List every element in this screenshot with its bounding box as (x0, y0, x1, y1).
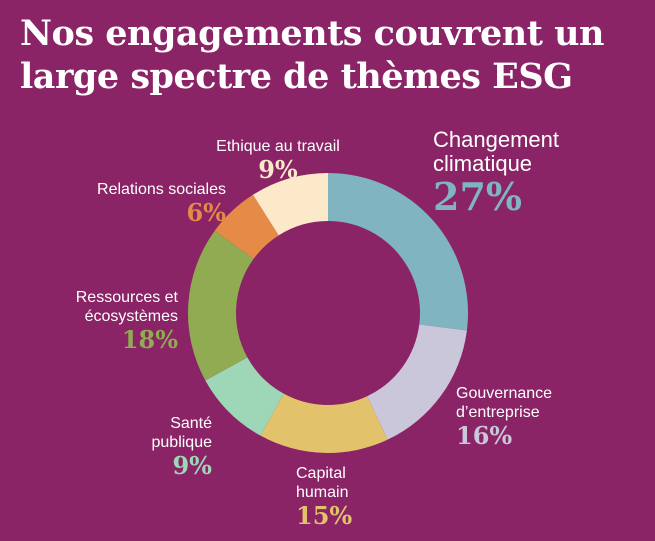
label-sante-line2: publique (151, 434, 213, 451)
label-ethique-line1: Ethique au travail (216, 138, 340, 155)
chart-title: Nos engagements couvrent un large spectr… (20, 12, 640, 98)
label-gouvernance: Gouvernance d’entreprise 16% (456, 384, 636, 450)
label-climat-line1: Changement (433, 127, 559, 152)
pct-climat: 27% (433, 174, 522, 219)
label-relations-sociales: Relations sociales 6% (70, 180, 226, 227)
slice-ethique-au-travail (252, 173, 328, 236)
label-relations-line1: Relations sociales (97, 181, 226, 198)
title-line-2: large spectre de thèmes ESG (20, 56, 573, 97)
label-ethique: Ethique au travail 9% (158, 137, 398, 184)
label-sante-publique: Santé publique 9% (100, 414, 213, 480)
label-climat-line2: climatique (433, 151, 533, 176)
slice-sante-publique (205, 357, 284, 436)
slice-capital-humain (260, 393, 388, 454)
label-capital-line2: humain (296, 484, 349, 501)
slice-changement-climatique (328, 173, 468, 331)
slice-relations-sociales (214, 194, 279, 259)
label-capital-humain: Capital humain 15% (296, 464, 416, 530)
pct-gouvernance: 16% (456, 421, 513, 450)
label-ressources-line1: Ressources et (75, 289, 178, 306)
label-ressources-line2: écosystèmes (84, 308, 178, 325)
label-gouvernance-line1: Gouvernance (456, 385, 553, 402)
pct-ethique: 9% (258, 155, 298, 184)
label-gouvernance-line2: d’entreprise (456, 404, 540, 421)
label-changement-climatique: Changement climatique 27% (433, 128, 633, 218)
pct-capital: 15% (296, 501, 353, 530)
label-sante-line1: Santé (170, 415, 212, 432)
pct-sante: 9% (172, 451, 212, 480)
pct-ressources: 18% (121, 325, 178, 354)
title-line-1: Nos engagements couvrent un (20, 13, 604, 54)
label-ressources: Ressources et écosystèmes 18% (40, 288, 178, 354)
slice-ressources-et-ecosystemes (187, 230, 254, 381)
label-capital-line1: Capital (296, 465, 346, 482)
pct-relations: 6% (186, 198, 226, 227)
slice-gouvernance-d-entreprise (367, 324, 467, 440)
